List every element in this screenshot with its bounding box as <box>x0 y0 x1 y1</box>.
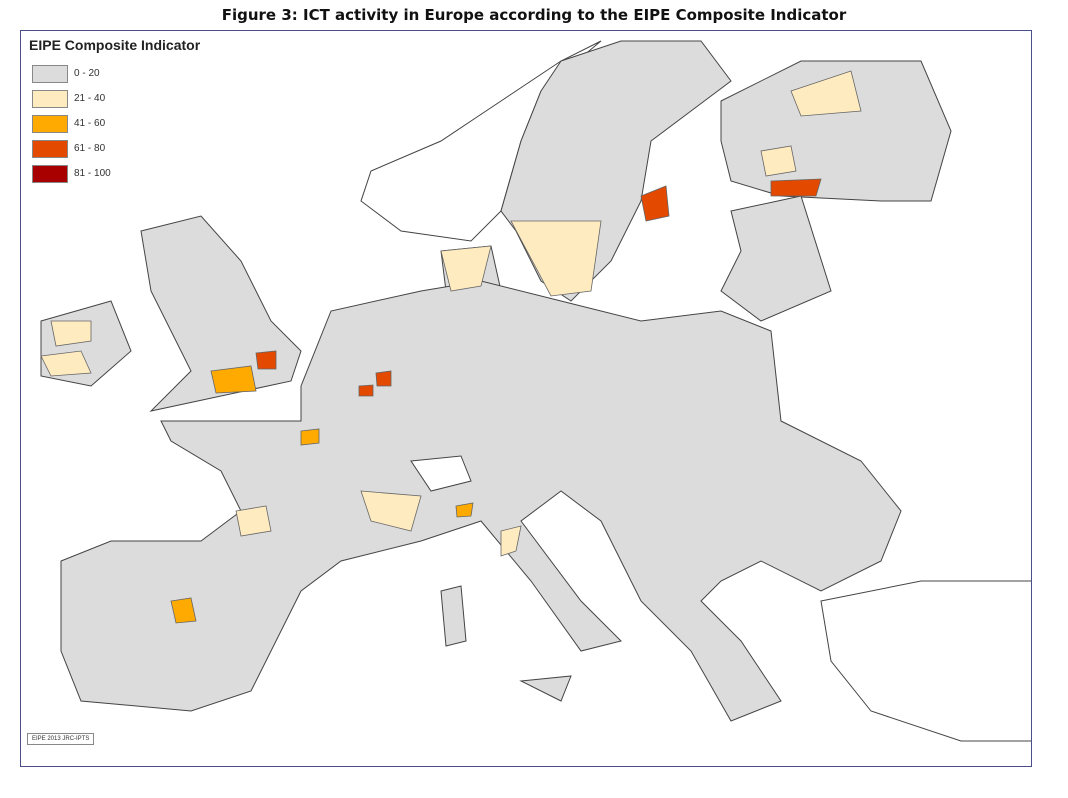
legend-swatch <box>32 164 68 183</box>
region-switzerland <box>410 455 472 492</box>
region-41-60 <box>455 502 474 518</box>
region-41-60 <box>170 597 197 624</box>
legend-item: 41 - 60 <box>29 111 200 136</box>
legend-title: EIPE Composite Indicator <box>29 37 201 53</box>
region-21-40 <box>500 525 522 557</box>
legend-label: 41 - 60 <box>74 118 106 129</box>
legend-item: 81 - 100 <box>29 161 200 186</box>
region-21-40 <box>790 70 862 117</box>
region-61-80 <box>375 370 392 387</box>
legend-label: 61 - 80 <box>74 143 106 154</box>
legend-swatch <box>32 89 68 108</box>
legend-label: 21 - 40 <box>74 93 106 104</box>
region-61-80 <box>640 185 670 222</box>
region-41-60 <box>210 365 257 394</box>
legend-label: 81 - 100 <box>74 168 111 179</box>
map-frame: EIPE Composite Indicator 0 - 20 21 - 40 … <box>20 30 1032 767</box>
region-sardinia <box>440 585 467 647</box>
region-21-40 <box>440 245 492 292</box>
credit-label: EIPE 2013 JRC-IPTS <box>27 733 95 745</box>
region-61-80 <box>255 350 277 370</box>
legend-swatch <box>32 139 68 158</box>
europe-map <box>40 40 1031 742</box>
region-turkey <box>820 580 1031 742</box>
legend-item: 61 - 80 <box>29 136 200 161</box>
legend-label: 0 - 20 <box>74 68 100 79</box>
region-21-40 <box>360 490 422 532</box>
region-21-40 <box>760 145 797 177</box>
region-21-40 <box>50 320 92 347</box>
region-21-40 <box>510 220 602 297</box>
legend-item: 21 - 40 <box>29 86 200 111</box>
legend-swatch <box>32 114 68 133</box>
legend: EIPE Composite Indicator 0 - 20 21 - 40 … <box>29 37 200 186</box>
region-61-80 <box>358 384 374 397</box>
legend-swatch <box>32 64 68 83</box>
region-21-40 <box>40 350 92 377</box>
region-41-60 <box>300 428 320 446</box>
legend-item: 0 - 20 <box>29 61 200 86</box>
region-61-80 <box>770 178 822 197</box>
region-sicily <box>519 675 572 702</box>
figure-title: Figure 3: ICT activity in Europe accordi… <box>221 6 847 24</box>
region-baltics <box>720 195 832 322</box>
region-continent <box>60 280 902 722</box>
region-21-40 <box>235 505 272 537</box>
